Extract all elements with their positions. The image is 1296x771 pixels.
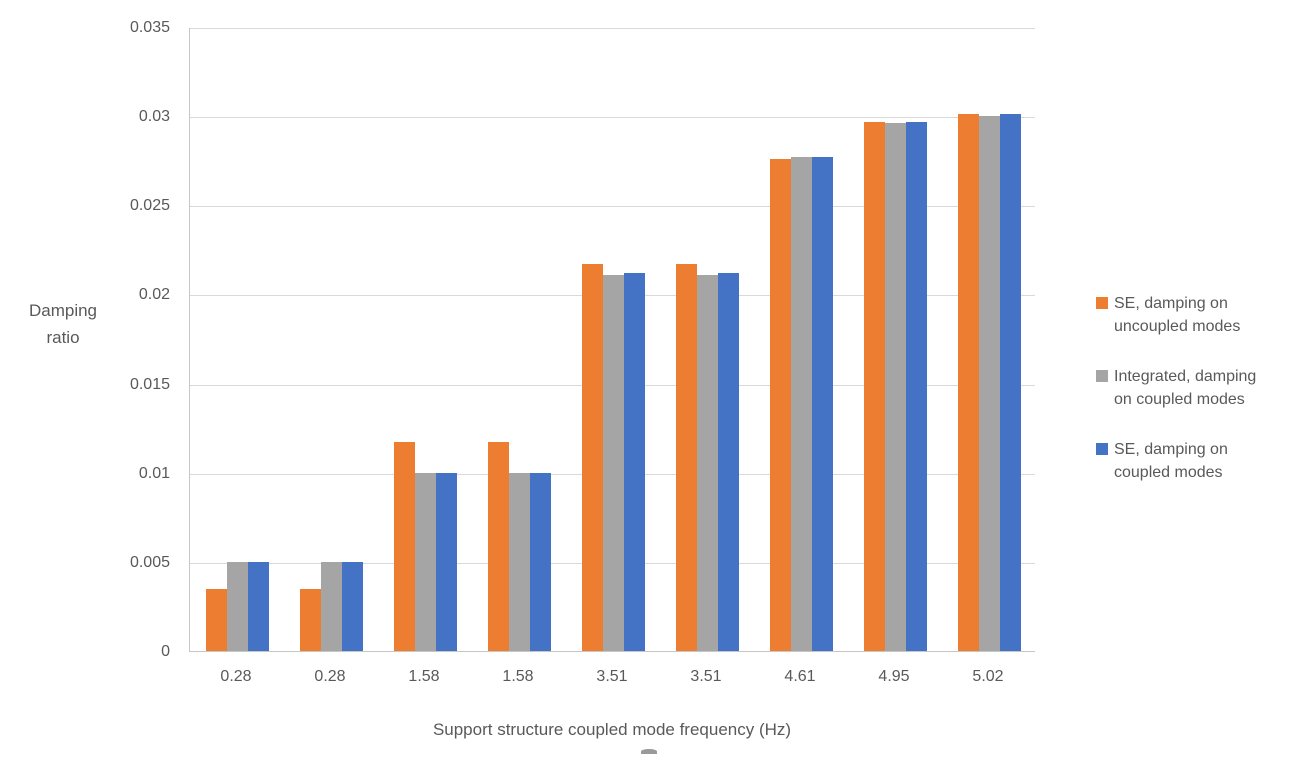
y-tick-label-0: 0: [161, 643, 170, 660]
y-tick-label-0.02: 0.02: [138, 286, 170, 304]
bar-series3-group1: [247, 561, 269, 651]
bar-series3-group2: [341, 561, 363, 651]
y-tick-label-0.035: 0.035: [129, 19, 170, 36]
bar-series1-group7: [769, 158, 791, 651]
gridline-0.03: [190, 117, 1035, 119]
gridline-0.025: [190, 206, 1035, 208]
bar-series2-group8: [884, 123, 906, 651]
legend-swatch-icon: [1096, 370, 1108, 382]
legend-label-line: uncoupled modes: [1114, 318, 1241, 335]
bar-series2-group4: [508, 472, 530, 651]
y-axis-title-line-1: Damping: [28, 301, 98, 320]
gridline-0.035: [190, 28, 1035, 29]
legend-label-line: Integrated, damping: [1114, 368, 1257, 385]
bar-series3-group9: [999, 114, 1021, 651]
legend-swatch-icon: [1096, 443, 1108, 455]
bar-series2-group1: [226, 561, 248, 651]
y-tick-label-0.025: 0.025: [129, 197, 170, 215]
x-tick-label-4: 1.58: [502, 668, 534, 685]
y-axis-title-line-2: ratio: [46, 328, 80, 347]
legend-swatch-icon: [1096, 297, 1108, 309]
legend-label: SE, damping on coupled modes: [1114, 438, 1228, 484]
y-axis-title: Damping ratio: [17, 297, 109, 351]
bar-series3-group4: [529, 472, 551, 651]
x-tick-label-2: 0.28: [314, 668, 346, 685]
bar-series1-group6: [675, 264, 697, 651]
legend-label: Integrated, damping on coupled modes: [1114, 365, 1256, 411]
bar-series1-group2: [299, 588, 321, 651]
plot-area: [189, 28, 1035, 652]
x-tick-label-1: 0.28: [220, 668, 252, 685]
x-tick-label-9: 5.02: [972, 668, 1004, 685]
y-tick-label-0.005: 0.005: [129, 553, 170, 571]
legend-label-line: coupled modes: [1114, 464, 1223, 481]
legend-label-line: SE, damping on: [1114, 295, 1228, 312]
bar-series3-group8: [905, 121, 927, 651]
bar-series1-group5: [581, 264, 603, 651]
bar-series2-group3: [414, 472, 436, 651]
bar-series1-group1: [205, 588, 227, 651]
clipped-caption-fragment: [641, 749, 657, 754]
bar-series1-group3: [393, 442, 415, 651]
x-tick-label-6: 3.51: [690, 668, 722, 685]
legend-entry-2: Integrated, damping on coupled modes: [1096, 365, 1296, 411]
legend-label-line: on coupled modes: [1114, 391, 1245, 408]
legend-label-line: SE, damping on: [1114, 441, 1228, 458]
legend-label: SE, damping on uncoupled modes: [1114, 292, 1240, 338]
x-axis-title: Support structure coupled mode frequency…: [432, 720, 792, 739]
bar-series1-group8: [863, 121, 885, 651]
legend-entry-1: SE, damping on uncoupled modes: [1096, 292, 1296, 338]
x-tick-label-8: 4.95: [878, 668, 910, 685]
bar-series2-group7: [790, 157, 812, 651]
bar-series3-group6: [717, 273, 739, 651]
bar-series3-group5: [623, 273, 645, 651]
bar-series1-group4: [487, 442, 509, 651]
x-tick-label-3: 1.58: [408, 668, 440, 685]
bar-series2-group6: [696, 274, 718, 651]
bar-series2-group2: [320, 561, 342, 651]
bar-series3-group7: [811, 157, 833, 651]
bar-series1-group9: [957, 114, 979, 651]
y-tick-label-0.03: 0.03: [138, 108, 170, 126]
legend-entry-3: SE, damping on coupled modes: [1096, 438, 1296, 484]
bar-series2-group9: [978, 116, 1000, 651]
y-tick-label-0.015: 0.015: [129, 375, 170, 393]
x-tick-label-7: 4.61: [784, 668, 816, 685]
y-tick-label-0.01: 0.01: [138, 464, 170, 482]
bar-series2-group5: [602, 274, 624, 651]
bar-series3-group3: [435, 472, 457, 651]
legend: SE, damping on uncoupled modes Integrated,…: [1096, 292, 1296, 511]
x-tick-label-5: 3.51: [596, 668, 628, 685]
